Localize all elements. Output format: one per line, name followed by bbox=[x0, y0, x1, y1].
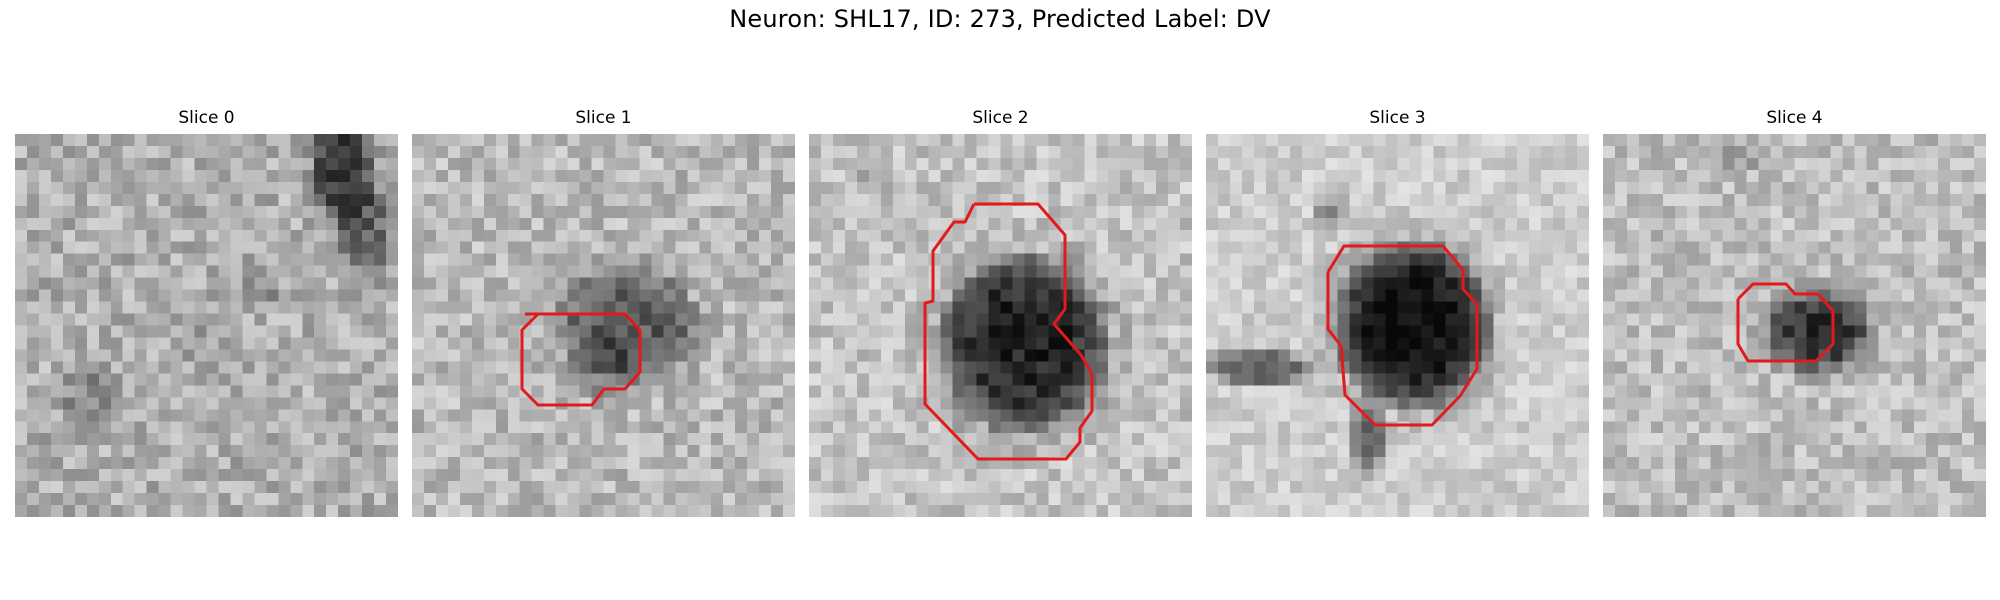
slice-image bbox=[1603, 134, 1986, 517]
roi-outline bbox=[1326, 244, 1479, 427]
slice-title: Slice 1 bbox=[575, 108, 632, 128]
slice-title: Slice 0 bbox=[178, 108, 235, 128]
slice-image bbox=[809, 134, 1192, 517]
roi-outline bbox=[520, 312, 642, 407]
slice-image bbox=[15, 134, 398, 517]
slice-title: Slice 2 bbox=[972, 108, 1029, 128]
figure-title: Neuron: SHL17, ID: 273, Predicted Label:… bbox=[729, 5, 1271, 33]
slice-title: Slice 4 bbox=[1766, 108, 1823, 128]
slice-image bbox=[1206, 134, 1589, 517]
roi-outline bbox=[923, 202, 1094, 461]
slice-image bbox=[412, 134, 795, 517]
slice-title: Slice 3 bbox=[1369, 108, 1426, 128]
roi-outline bbox=[1736, 282, 1835, 363]
